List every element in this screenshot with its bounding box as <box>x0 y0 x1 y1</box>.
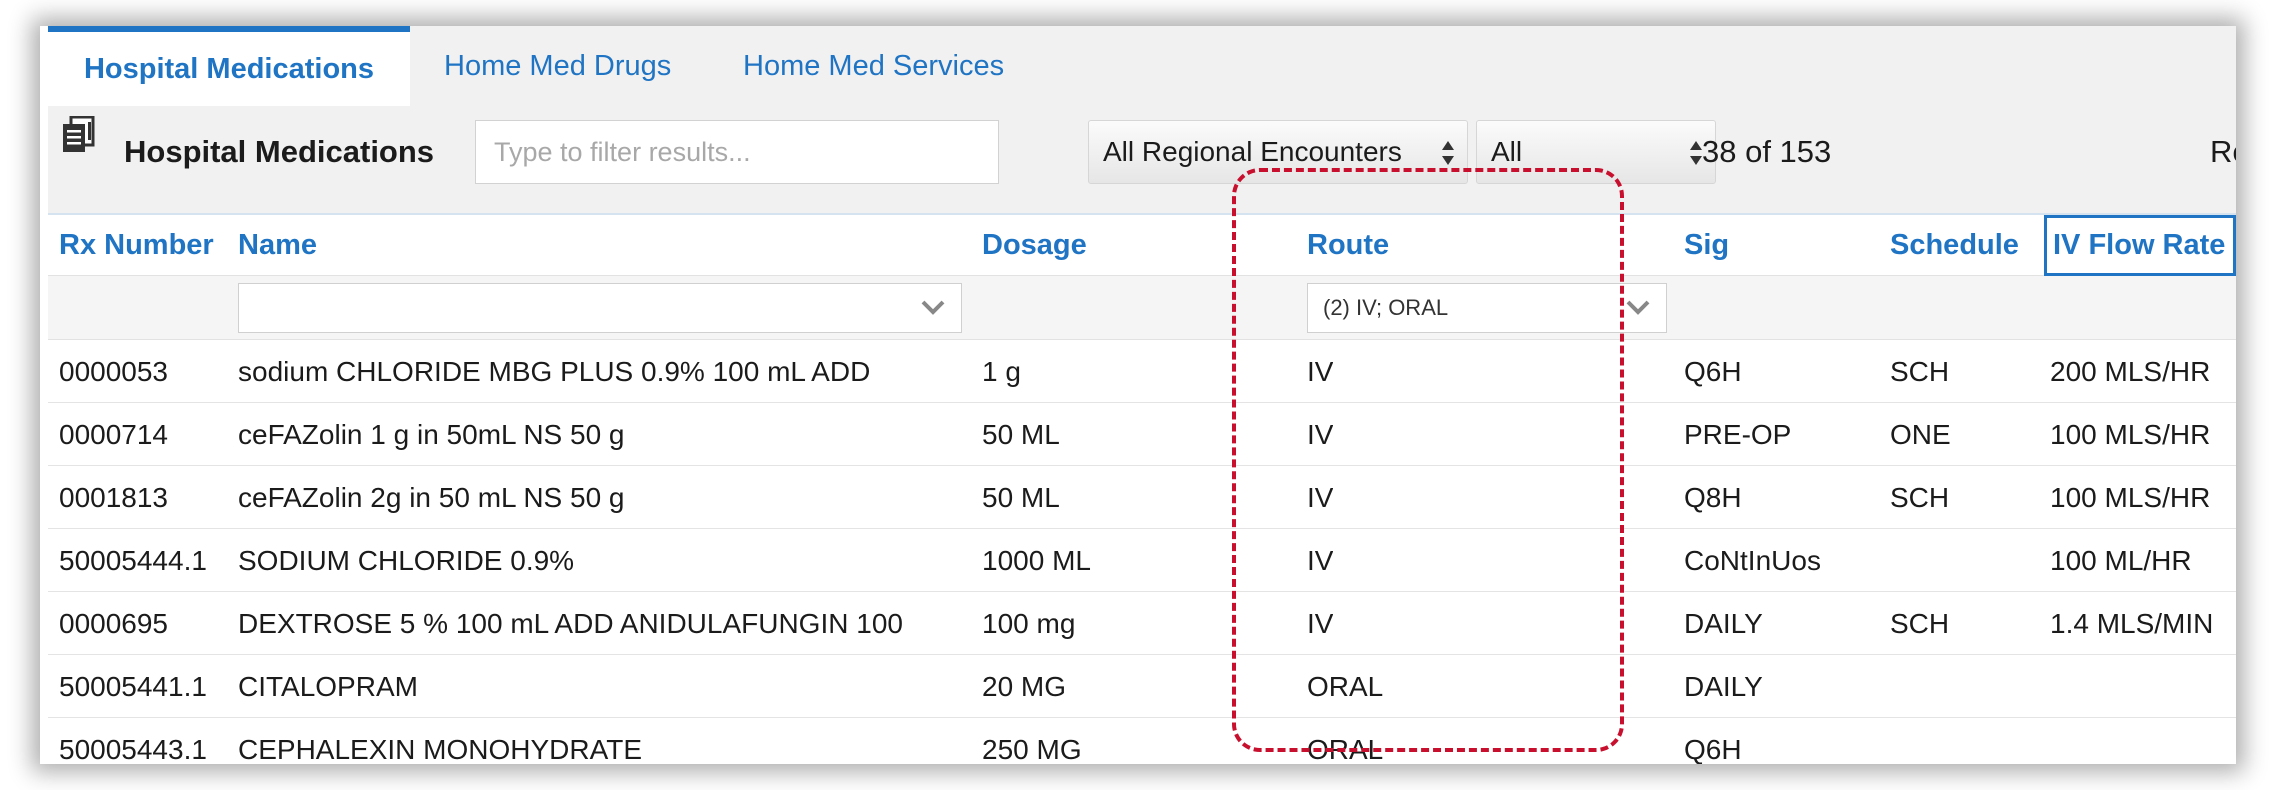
updown-arrow-icon <box>1442 141 1454 165</box>
table-row[interactable]: 50005443.1 CEPHALEXIN MONOHYDRATE 250 MG… <box>48 718 2236 764</box>
cell-rx-number: 0000695 <box>59 608 169 639</box>
document-stack-icon <box>63 116 95 152</box>
cell-rx-number: 50005443.1 <box>59 734 207 764</box>
cell-sig: Q6H <box>1684 356 1742 387</box>
table-row[interactable]: 50005441.1 CITALOPRAM 20 MG ORAL DAILY <box>48 655 2236 718</box>
table-row[interactable]: 0000695 DEXTROSE 5 % 100 mL ADD ANIDULAF… <box>48 592 2236 655</box>
app-window: Hospital Medications Home Med Drugs Home… <box>40 26 2236 764</box>
cell-schedule: SCH <box>1890 608 1950 639</box>
status-select[interactable]: All <box>1476 120 1716 184</box>
cell-sig: DAILY <box>1684 671 1763 702</box>
table-row[interactable]: 0001813 ceFAZolin 2g in 50 mL NS 50 g 50… <box>48 466 2236 529</box>
search-input[interactable] <box>475 120 999 184</box>
tab-home-med-services[interactable]: Home Med Services <box>743 50 1005 82</box>
results-count: 38 of 153 <box>1702 134 1832 169</box>
route-column-filter-value: (2) IV; ORAL <box>1323 295 1449 320</box>
page-title: Hospital Medications <box>124 134 435 169</box>
cell-dosage: 250 MG <box>982 734 1082 764</box>
cell-sig: CoNtInUos <box>1684 545 1821 576</box>
cell-dosage: 1 g <box>982 356 1021 387</box>
chevron-down-icon <box>1626 300 1650 315</box>
cell-schedule: ONE <box>1890 419 1951 450</box>
cell-sig: Q6H <box>1684 734 1742 764</box>
name-column-filter[interactable] <box>238 283 962 333</box>
cell-name: SODIUM CHLORIDE 0.9% <box>238 545 575 576</box>
cell-schedule: SCH <box>1890 482 1950 513</box>
cell-iv-flow-rate: 200 MLS/HR <box>2050 356 2211 387</box>
cell-sig: Q8H <box>1684 482 1742 513</box>
cell-name: ceFAZolin 2g in 50 mL NS 50 g <box>238 482 625 513</box>
truncated-toolbar-text: Re <box>2210 134 2236 169</box>
cell-rx-number: 50005441.1 <box>59 671 207 702</box>
cell-sig: PRE-OP <box>1684 419 1792 450</box>
cell-route: IV <box>1307 419 1334 450</box>
cell-name: DEXTROSE 5 % 100 mL ADD ANIDULAFUNGIN 10… <box>238 608 903 639</box>
cell-rx-number: 50005444.1 <box>59 545 207 576</box>
column-filter-row: (2) IV; ORAL <box>48 276 2236 340</box>
column-header-schedule[interactable]: Schedule <box>1890 229 2019 261</box>
cell-schedule: SCH <box>1890 356 1950 387</box>
cell-route: IV <box>1307 545 1334 576</box>
cell-rx-number: 0000714 <box>59 419 169 450</box>
cell-route: ORAL <box>1307 734 1384 764</box>
tab-bar: Hospital Medications Home Med Drugs Home… <box>48 26 2236 106</box>
toolbar: Hospital Medications All Regional Encoun… <box>48 106 2236 213</box>
route-column-filter[interactable]: (2) IV; ORAL <box>1307 283 1667 333</box>
cell-dosage: 20 MG <box>982 671 1067 702</box>
cell-iv-flow-rate: 100 MLS/HR <box>2050 482 2211 513</box>
table-header: Rx Number Name Dosage Route Sig Schedule… <box>48 213 2236 276</box>
table-row[interactable]: 0000714 ceFAZolin 1 g in 50mL NS 50 g 50… <box>48 403 2236 466</box>
cell-dosage: 50 ML <box>982 482 1060 513</box>
cell-name: sodium CHLORIDE MBG PLUS 0.9% 100 mL ADD <box>238 356 871 387</box>
column-header-iv-flow-rate[interactable]: IV Flow Rate <box>2044 215 2236 276</box>
column-header-rx-number[interactable]: Rx Number <box>59 229 214 261</box>
app-content: Hospital Medications Home Med Drugs Home… <box>48 26 2236 764</box>
column-header-sig[interactable]: Sig <box>1684 229 1730 261</box>
status-select-value: All <box>1491 136 1523 167</box>
chevron-down-icon <box>921 300 945 315</box>
cell-name: CEPHALEXIN MONOHYDRATE <box>238 734 642 764</box>
updown-arrow-icon <box>1690 141 1702 165</box>
cell-route: IV <box>1307 356 1334 387</box>
cell-dosage: 100 mg <box>982 608 1076 639</box>
tab-home-med-drugs[interactable]: Home Med Drugs <box>444 50 672 82</box>
cell-rx-number: 0001813 <box>59 482 169 513</box>
tab-hospital-medications[interactable]: Hospital Medications <box>48 26 410 106</box>
column-header-dosage[interactable]: Dosage <box>982 229 1087 261</box>
cell-name: CITALOPRAM <box>238 671 418 702</box>
encounter-select-value: All Regional Encounters <box>1103 136 1402 167</box>
cell-rx-number: 0000053 <box>59 356 169 387</box>
cell-route: ORAL <box>1307 671 1384 702</box>
table-row[interactable]: 50005444.1 SODIUM CHLORIDE 0.9% 1000 ML … <box>48 529 2236 592</box>
encounter-select[interactable]: All Regional Encounters <box>1088 120 1468 184</box>
cell-route: IV <box>1307 482 1334 513</box>
cell-dosage: 50 ML <box>982 419 1060 450</box>
column-header-route[interactable]: Route <box>1307 229 1390 261</box>
cell-route: IV <box>1307 608 1334 639</box>
cell-dosage: 1000 ML <box>982 545 1091 576</box>
cell-iv-flow-rate: 100 MLS/HR <box>2050 419 2211 450</box>
column-header-name[interactable]: Name <box>238 229 317 261</box>
cell-iv-flow-rate: 1.4 MLS/MIN <box>2050 608 2214 639</box>
cell-name: ceFAZolin 1 g in 50mL NS 50 g <box>238 419 625 450</box>
table-row[interactable]: 0000053 sodium CHLORIDE MBG PLUS 0.9% 10… <box>48 340 2236 403</box>
cell-sig: DAILY <box>1684 608 1763 639</box>
cell-iv-flow-rate: 100 ML/HR <box>2050 545 2192 576</box>
